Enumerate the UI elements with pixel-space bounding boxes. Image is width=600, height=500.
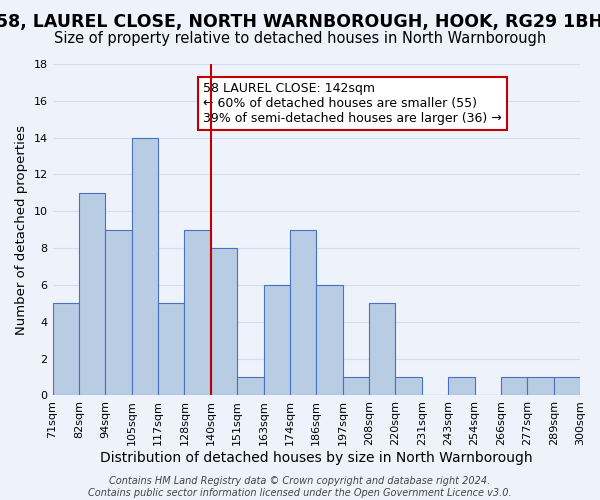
Y-axis label: Number of detached properties: Number of detached properties [15, 124, 28, 334]
Bar [184, 230, 211, 396]
Bar [290, 230, 316, 396]
Text: Contains HM Land Registry data © Crown copyright and database right 2024.
Contai: Contains HM Land Registry data © Crown c… [88, 476, 512, 498]
Bar [79, 193, 105, 396]
Bar [448, 377, 475, 396]
Text: Size of property relative to detached houses in North Warnborough: Size of property relative to detached ho… [54, 31, 546, 46]
Bar [343, 377, 369, 396]
Bar [369, 304, 395, 396]
Bar [237, 377, 263, 396]
Bar [131, 138, 158, 396]
Bar [316, 285, 343, 396]
Bar [263, 285, 290, 396]
Text: 58 LAUREL CLOSE: 142sqm
← 60% of detached houses are smaller (55)
39% of semi-de: 58 LAUREL CLOSE: 142sqm ← 60% of detache… [203, 82, 502, 125]
Bar [105, 230, 131, 396]
Bar [158, 304, 184, 396]
Bar [395, 377, 422, 396]
Bar [53, 304, 79, 396]
Bar [527, 377, 554, 396]
Text: 58, LAUREL CLOSE, NORTH WARNBOROUGH, HOOK, RG29 1BH: 58, LAUREL CLOSE, NORTH WARNBOROUGH, HOO… [0, 12, 600, 30]
Bar [501, 377, 527, 396]
Bar [554, 377, 580, 396]
X-axis label: Distribution of detached houses by size in North Warnborough: Distribution of detached houses by size … [100, 451, 533, 465]
Bar [211, 248, 237, 396]
